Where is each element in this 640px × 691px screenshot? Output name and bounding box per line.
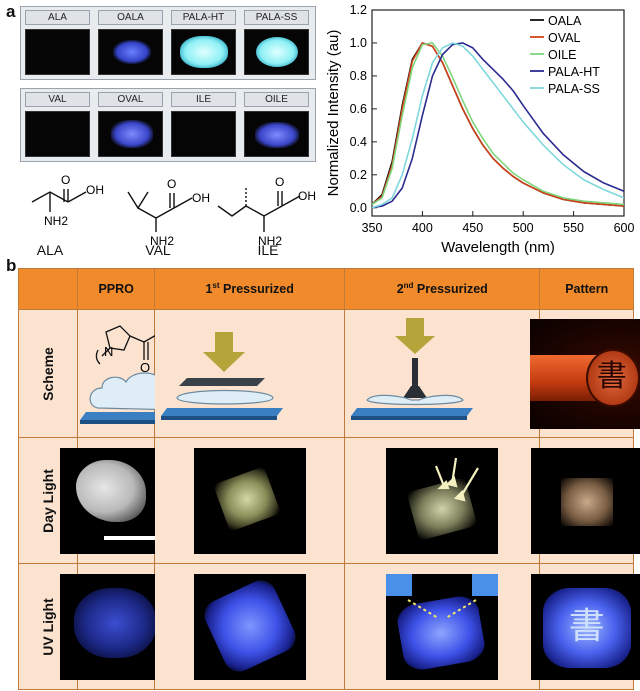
uv-1st-pressurized bbox=[154, 563, 346, 690]
ile-o: O bbox=[275, 175, 284, 189]
x-axis-label: Wavelength (nm) bbox=[441, 239, 555, 256]
column-header-ppro: PPRO bbox=[76, 268, 156, 310]
series-line-oile bbox=[371, 42, 625, 206]
ala-oh: OH bbox=[86, 183, 104, 197]
daylight-2nd-pressurized bbox=[344, 437, 541, 564]
val-nh2: NH2 bbox=[150, 234, 174, 248]
scale-bar bbox=[104, 535, 157, 540]
structure-name-ile: ILE bbox=[257, 242, 279, 258]
legend-label-pala-ss: PALA-SS bbox=[548, 82, 600, 96]
photo-val bbox=[25, 111, 90, 157]
uv-ppro-photo bbox=[60, 573, 173, 680]
chemical-structures: O OH NH2 O OH NH2 O OH NH2 bbox=[31, 173, 316, 248]
grid-label-oile: OILE bbox=[244, 92, 309, 107]
x-tick-label: 400 bbox=[412, 221, 433, 235]
grid-label-oala: OALA bbox=[98, 10, 163, 25]
series-line-oval bbox=[371, 42, 625, 207]
scheme-ppro: N O n bbox=[76, 309, 200, 438]
y-axis-label: Normalized Intensity (au) bbox=[325, 30, 342, 197]
uv-pattern-photo: 書 bbox=[530, 573, 640, 680]
legend-label-oile: OILE bbox=[548, 48, 577, 62]
grid-label-ala: ALA bbox=[25, 10, 90, 25]
legend-label-oala: OALA bbox=[548, 14, 582, 28]
fluorescence-grid-bottom: VAL OVAL ILE OILE bbox=[20, 88, 316, 162]
column-header-2nd-pressurized: 2nd Pressurized bbox=[344, 268, 541, 310]
photo-pala-ht bbox=[171, 29, 236, 75]
pressurization-table: PPRO 1st Pressurized 2nd Pressurized Pat… bbox=[18, 268, 640, 690]
daylight-ppro bbox=[60, 437, 173, 564]
y-tick-label: 0.2 bbox=[350, 168, 367, 182]
scheme-pattern: 書 bbox=[529, 309, 640, 438]
fluorescence-grid-top: ALA OALA PALA-HT PALA-SS bbox=[20, 6, 316, 80]
y-tick-label: 0.4 bbox=[350, 135, 367, 149]
grid-label-pala-ht: PALA-HT bbox=[171, 10, 236, 25]
row-label-scheme: Scheme bbox=[18, 309, 78, 438]
stamp-photo: 書 bbox=[529, 318, 640, 429]
daylight-1st-photo bbox=[193, 447, 306, 554]
y-tick-label: 0.0 bbox=[350, 201, 367, 215]
uv-pattern: 書 bbox=[530, 563, 640, 690]
photo-pala-ss bbox=[244, 29, 309, 75]
stamp-character: 書 bbox=[596, 358, 627, 394]
x-tick-label: 600 bbox=[614, 221, 634, 235]
grid-label-oval: OVAL bbox=[98, 92, 163, 107]
y-tick-label: 1.0 bbox=[350, 36, 367, 50]
corner-header-cell bbox=[18, 268, 78, 310]
legend-label-oval: OVAL bbox=[548, 31, 580, 45]
y-tick-label: 0.6 bbox=[350, 102, 367, 116]
panel-a-letter: a bbox=[6, 2, 16, 21]
emission-spectra-chart: 350 400 450 500 550 600 0.0 0.2 0.4 0.6 0.8 1.0 1.2 W… bbox=[325, 3, 634, 256]
series-line-pala-ss bbox=[371, 42, 625, 209]
structure-name-ala: ALA bbox=[36, 242, 64, 258]
scheme-n-label: N bbox=[104, 344, 113, 359]
grid-label-ile: ILE bbox=[171, 92, 236, 107]
photo-oala bbox=[98, 29, 163, 75]
photo-ile bbox=[171, 111, 236, 157]
uv-2nd-pressurized bbox=[344, 563, 541, 690]
column-header-1st-pressurized: 1st Pressurized bbox=[154, 268, 346, 310]
series-line-pala-ht bbox=[371, 42, 625, 209]
photo-ala bbox=[25, 29, 90, 75]
scheme-o-label: O bbox=[140, 360, 150, 375]
x-tick-label: 350 bbox=[362, 221, 383, 235]
scheme-1st-pressurized bbox=[154, 309, 346, 438]
ile-oh: OH bbox=[298, 189, 316, 203]
x-tick-label: 500 bbox=[513, 221, 534, 235]
scheme-2nd-pressurized bbox=[344, 309, 541, 438]
panel-b-letter: b bbox=[6, 256, 17, 275]
photo-oval bbox=[98, 111, 163, 157]
uv-pattern-character: 書 bbox=[568, 605, 605, 647]
grid-label-val: VAL bbox=[25, 92, 90, 107]
ala-nh2: NH2 bbox=[44, 214, 68, 228]
ile-nh2: NH2 bbox=[258, 234, 282, 248]
daylight-ppro-photo bbox=[60, 447, 173, 554]
structure-name-val: VAL bbox=[145, 242, 171, 258]
uv-1st-photo bbox=[193, 573, 306, 680]
x-tick-label: 450 bbox=[462, 221, 483, 235]
uv-2nd-photo bbox=[386, 573, 499, 680]
uv-ppro bbox=[60, 563, 173, 690]
daylight-1st-pressurized bbox=[154, 437, 346, 564]
ala-o: O bbox=[61, 173, 70, 187]
grid-label-pala-ss: PALA-SS bbox=[244, 10, 309, 25]
y-tick-label: 1.2 bbox=[350, 3, 367, 17]
x-tick-label: 550 bbox=[563, 221, 584, 235]
y-tick-label: 0.8 bbox=[350, 69, 367, 83]
daylight-pattern bbox=[530, 437, 640, 564]
plot-frame bbox=[371, 9, 625, 217]
val-oh: OH bbox=[192, 191, 210, 205]
val-o: O bbox=[167, 177, 176, 191]
legend-label-pala-ht: PALA-HT bbox=[548, 65, 600, 79]
column-header-pattern: Pattern bbox=[539, 268, 634, 310]
photo-oile bbox=[244, 111, 309, 157]
daylight-pattern-photo bbox=[530, 447, 640, 554]
daylight-2nd-photo bbox=[386, 447, 499, 554]
